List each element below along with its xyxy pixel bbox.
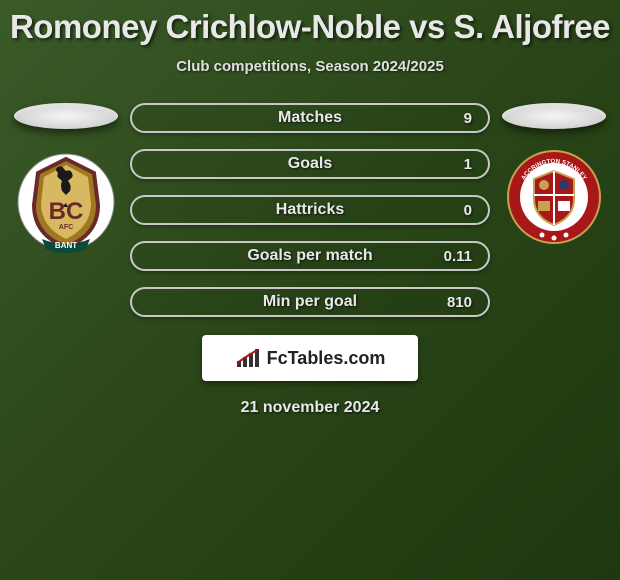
stats-column: Matches 9 Goals 1 Hattricks 0 Goals per … [126, 103, 494, 317]
left-club-crest: BC AFC BANT [16, 147, 116, 257]
date-text: 21 november 2024 [241, 399, 380, 417]
stat-label: Matches [278, 109, 342, 127]
stat-label: Hattricks [276, 201, 344, 219]
brand-box: FcTables.com [202, 335, 418, 381]
left-platform-ellipse [14, 103, 118, 129]
stat-value-right: 0.11 [444, 248, 472, 265]
right-side: ACCRINGTON STANLEY [494, 103, 614, 257]
stat-bar-matches: Matches 9 [130, 103, 490, 133]
svg-text:BC: BC [49, 198, 84, 225]
page-title: Romoney Crichlow-Noble vs S. Aljofree [10, 8, 610, 46]
stat-bar-hattricks: Hattricks 0 [130, 195, 490, 225]
stat-label: Goals [288, 155, 332, 173]
main-row: BC AFC BANT Matches 9 Goals 1 Hattricks … [0, 103, 620, 317]
stat-bar-mpg: Min per goal 810 [130, 287, 490, 317]
infographic-root: Romoney Crichlow-Noble vs S. Aljofree Cl… [0, 0, 620, 580]
svg-text:BANT: BANT [55, 241, 77, 250]
left-side: BC AFC BANT [6, 103, 126, 257]
stat-bar-goals: Goals 1 [130, 149, 490, 179]
stat-label: Min per goal [263, 293, 357, 311]
stat-value-right: 810 [447, 294, 472, 311]
bradford-crest-icon: BC AFC BANT [16, 147, 116, 257]
brand-text: FcTables.com [267, 348, 386, 369]
stat-value-right: 0 [464, 202, 472, 219]
right-club-crest: ACCRINGTON STANLEY [504, 147, 604, 257]
right-platform-ellipse [502, 103, 606, 129]
stat-bar-gpm: Goals per match 0.11 [130, 241, 490, 271]
stat-label: Goals per match [247, 247, 372, 265]
svg-text:AFC: AFC [59, 224, 73, 231]
stat-value-right: 9 [464, 110, 472, 127]
accrington-crest-icon: ACCRINGTON STANLEY [504, 147, 604, 257]
stat-value-right: 1 [464, 156, 472, 173]
brand-chart-icon [235, 347, 263, 369]
subtitle: Club competitions, Season 2024/2025 [176, 58, 444, 75]
